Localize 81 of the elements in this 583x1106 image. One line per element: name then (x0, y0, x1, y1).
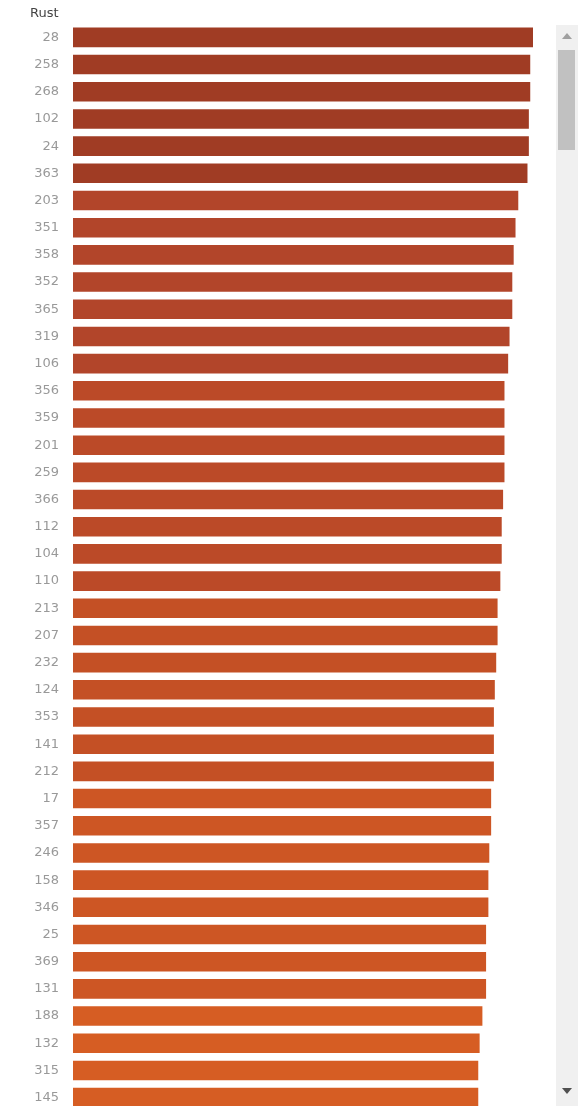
bar (73, 27, 533, 48)
y-tick-label: 369 (34, 953, 59, 969)
bar (73, 462, 505, 483)
y-tick-label: 145 (34, 1088, 59, 1104)
bar (73, 1060, 479, 1081)
y-tick-label: 359 (34, 409, 59, 425)
bar (73, 408, 505, 428)
bar (73, 435, 505, 455)
bar (73, 951, 487, 972)
bar (73, 897, 489, 918)
y-tick-label: 112 (34, 518, 59, 534)
y-tick-label: 207 (34, 626, 59, 642)
y-tick-label: 213 (34, 599, 59, 615)
bar (73, 272, 513, 292)
bar (73, 516, 502, 537)
y-tick-label: 365 (34, 300, 59, 316)
bar (73, 924, 487, 945)
y-tick-label: 357 (34, 817, 59, 833)
bar (73, 136, 529, 156)
bar (73, 707, 494, 727)
y-tick-label: 25 (42, 925, 59, 941)
y-tick-label: 110 (34, 572, 59, 588)
bar (73, 1087, 479, 1106)
bar (73, 245, 514, 265)
y-tick-label: 203 (34, 191, 59, 207)
bar (73, 761, 494, 782)
y-tick-label: 124 (34, 681, 59, 697)
y-tick-label: 24 (42, 137, 59, 153)
y-tick-label: 363 (34, 164, 59, 180)
y-tick-label: 188 (34, 1007, 59, 1023)
bar (73, 544, 502, 564)
bar (73, 598, 498, 619)
y-tick-label: 356 (34, 382, 59, 398)
chart-title: Rust (30, 5, 59, 20)
y-tick-label: 358 (34, 246, 59, 262)
bar (73, 54, 531, 75)
bar (73, 163, 528, 184)
bar (73, 870, 489, 890)
bar (73, 571, 501, 591)
y-tick-label: 315 (34, 1061, 59, 1077)
bar (73, 652, 497, 673)
bar (73, 81, 531, 102)
y-tick-label: 158 (34, 871, 59, 887)
bar (73, 1033, 480, 1054)
y-tick-label: 366 (34, 490, 59, 506)
bar (73, 625, 498, 646)
y-tick-label: 319 (34, 327, 59, 343)
y-tick-label: 104 (34, 545, 59, 561)
bar (73, 788, 492, 809)
bar (73, 381, 505, 401)
y-tick-label: 131 (34, 980, 59, 996)
y-tick-label: 351 (34, 219, 59, 235)
y-tick-label: 17 (42, 789, 59, 805)
y-tick-label: 106 (34, 354, 59, 370)
y-tick-label: 259 (34, 463, 59, 479)
y-tick-label: 246 (34, 844, 59, 860)
y-tick-label: 212 (34, 762, 59, 778)
bar (73, 815, 492, 836)
bar (73, 979, 487, 999)
bar (73, 326, 510, 347)
y-tick-label: 28 (42, 28, 59, 44)
y-tick-label: 258 (34, 55, 59, 71)
y-tick-label: 353 (34, 708, 59, 724)
y-tick-label: 201 (34, 436, 59, 452)
bar (73, 217, 516, 238)
y-tick-label: 141 (34, 735, 59, 751)
y-tick-label: 132 (34, 1034, 59, 1050)
y-tick-label: 268 (34, 83, 59, 99)
bar (73, 1006, 483, 1026)
bar (73, 843, 490, 863)
bar (73, 299, 513, 320)
bar (73, 353, 509, 374)
bar (73, 680, 495, 700)
y-tick-label: 346 (34, 898, 59, 914)
y-tick-label: 232 (34, 654, 59, 670)
bar (73, 734, 494, 754)
bar (73, 190, 519, 211)
bar (73, 109, 529, 129)
y-tick-label: 102 (34, 110, 59, 126)
y-tick-label: 352 (34, 273, 59, 289)
bar (73, 489, 504, 510)
